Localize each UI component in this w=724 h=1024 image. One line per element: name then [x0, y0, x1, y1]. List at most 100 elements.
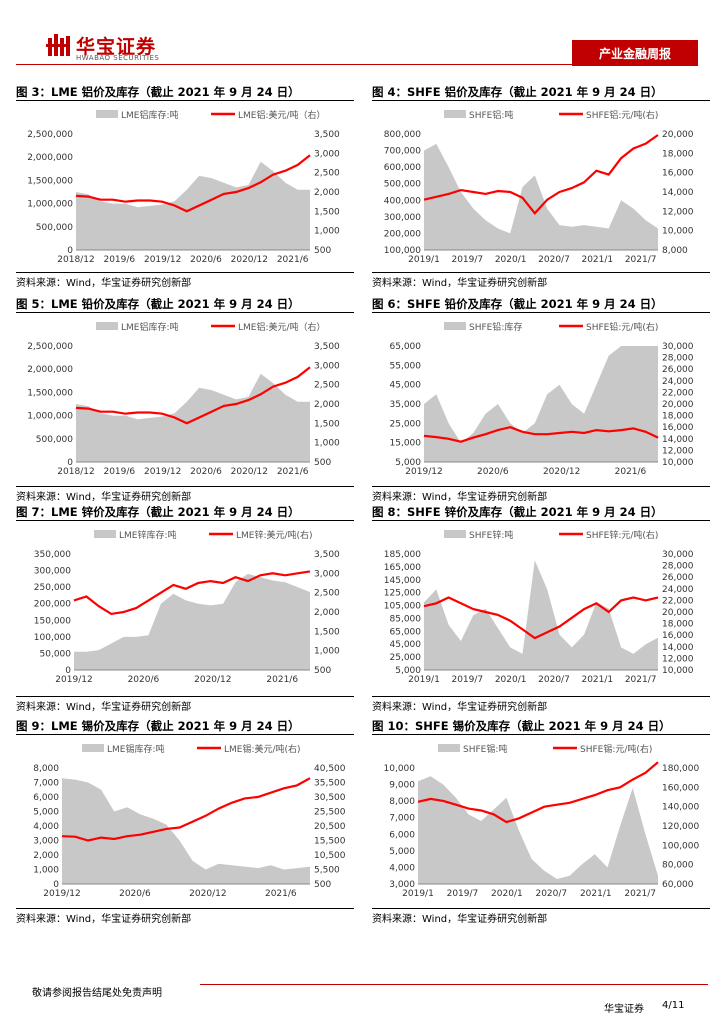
right-axis-tick-label: 14,000: [662, 643, 694, 653]
left-axis-tick-label: 150,000: [34, 616, 71, 626]
x-axis-tick-label: 2021/6: [277, 467, 309, 477]
left-axis-tick-label: 15,000: [390, 439, 422, 449]
right-axis-tick-label: 16,000: [662, 631, 694, 641]
inventory-area-series: [62, 778, 310, 884]
brand-name-en: HWABAO SECURITIES: [76, 54, 160, 62]
right-axis-tick-label: 26,000: [662, 573, 694, 583]
figure-rule: [16, 908, 354, 909]
x-axis-tick-label: 2019/12: [144, 467, 181, 477]
x-axis-tick-label: 2019/12: [43, 889, 80, 899]
left-axis-tick-label: 2,500,000: [27, 342, 73, 352]
right-axis-tick-label: 3,500: [314, 550, 340, 560]
price-line-series: [75, 154, 311, 213]
left-axis-tick-label: 105,000: [384, 602, 421, 612]
x-axis-tick-label: 2019/7: [451, 255, 483, 265]
footer-disclaimer: 敬请参阅报告结尾处免责声明: [32, 988, 162, 999]
right-axis-tick-label: 30,500: [314, 793, 346, 803]
right-axis-tick-label: 3,500: [314, 130, 340, 140]
x-axis-tick-label: 2019/7: [447, 889, 479, 899]
x-axis-tick-label: 2021/1: [581, 675, 613, 685]
left-axis-tick-label: 65,000: [390, 627, 422, 637]
x-axis-tick-label: 2020/12: [194, 675, 231, 685]
left-axis-tick-label: 65,000: [390, 342, 422, 352]
left-axis-tick-label: 4,000: [389, 863, 415, 873]
x-axis-tick-label: 2020/12: [231, 467, 268, 477]
left-axis-tick-label: 165,000: [384, 563, 421, 573]
right-axis-tick-label: 22,000: [662, 596, 694, 606]
right-axis-tick-label: 15,500: [314, 837, 346, 847]
x-axis-tick-label: 2019/7: [451, 675, 483, 685]
x-axis-tick-label: 2019/6: [103, 255, 135, 265]
right-axis-tick-label: 30,000: [662, 550, 694, 560]
figure-rule: [372, 520, 710, 521]
price-line-series: [73, 570, 311, 616]
right-axis-tick-label: 8,000: [662, 246, 688, 256]
x-axis-tick-label: 2021/7: [625, 255, 657, 265]
x-axis-tick-label: 2020/12: [231, 255, 268, 265]
figure-rule: [16, 520, 354, 521]
left-axis-tick-label: 500,000: [36, 435, 73, 445]
right-axis-tick-label: 120,000: [662, 822, 699, 832]
left-axis-tick-label: 55,000: [390, 361, 422, 371]
left-axis-tick-label: 3,000: [33, 837, 59, 847]
right-axis-tick-label: 18,000: [662, 149, 694, 159]
figure-title: 图 10：SHFE 锡价及库存（截止 2021 年 9 月 24 日）: [372, 719, 671, 733]
right-axis-tick-label: 30,000: [662, 342, 694, 352]
right-axis-tick-label: 22,000: [662, 388, 694, 398]
source-note: 资料来源：Wind，华宝证券研究创新部: [372, 702, 548, 713]
left-axis-tick-label: 85,000: [390, 614, 422, 624]
source-note: 资料来源：Wind，华宝证券研究创新部: [16, 278, 192, 289]
left-axis-tick-label: 2,000: [33, 851, 59, 861]
left-axis-tick-label: 2,000,000: [27, 365, 73, 375]
figure-rule: [372, 486, 710, 487]
left-axis-tick-label: 500,000: [384, 180, 421, 190]
right-axis-tick-label: 20,000: [662, 400, 694, 410]
right-axis-tick-label: 3,000: [314, 149, 340, 159]
figure-rule: [16, 486, 354, 487]
source-note: 资料来源：Wind，华宝证券研究创新部: [16, 702, 192, 713]
inventory-area-series: [418, 776, 658, 884]
figure-rule: [16, 272, 354, 273]
right-axis-tick-label: 10,000: [662, 227, 694, 237]
right-axis-tick-label: 20,500: [314, 822, 346, 832]
left-axis-tick-label: 7,000: [33, 779, 59, 789]
x-axis-tick-label: 2019/12: [405, 467, 442, 477]
legend-line-label: LME铝:美元/吨（右）: [238, 109, 326, 121]
inventory-area-series: [76, 373, 310, 462]
x-axis-tick-label: 2018/12: [57, 467, 94, 477]
price-line-series: [423, 134, 659, 215]
hwabao-logo-icon: [46, 34, 70, 56]
left-axis-tick-label: 185,000: [384, 550, 421, 560]
right-axis-tick-label: 500: [314, 880, 331, 890]
left-axis-tick-label: 1,000,000: [27, 412, 73, 422]
left-axis-tick-label: 3,000: [389, 880, 415, 890]
right-axis-tick-label: 28,000: [662, 354, 694, 364]
x-axis-tick-label: 2020/1: [495, 255, 527, 265]
legend-line-label: SHFE锡:元/吨(右): [580, 743, 652, 755]
right-axis-tick-label: 1,500: [314, 419, 340, 429]
source-note: 资料来源：Wind，华宝证券研究创新部: [372, 914, 548, 925]
right-axis-tick-label: 140,000: [662, 803, 699, 813]
right-axis-tick-label: 2,500: [314, 381, 340, 391]
footer-divider: [200, 984, 708, 985]
right-axis-tick-label: 14,000: [662, 435, 694, 445]
chart-lme-lead: 0 500,000 1,000,000 1,500,000 2,000,000 2,500…: [27, 321, 340, 477]
x-axis-tick-label: 2018/12: [57, 255, 94, 265]
figure-rule: [16, 696, 354, 697]
legend-line-label: LME锌:美元/吨(右): [236, 529, 313, 541]
inventory-area-series: [74, 573, 310, 670]
x-axis-tick-label: 2021/6: [615, 467, 647, 477]
legend-area-swatch: [444, 530, 466, 538]
right-axis-tick-label: 500: [314, 246, 331, 256]
figure-rule: [372, 734, 710, 735]
x-axis-tick-label: 2020/7: [538, 255, 570, 265]
report-type-tag: 产业金融周报: [572, 40, 698, 66]
price-line-series: [417, 761, 659, 824]
right-axis-tick-label: 24,000: [662, 585, 694, 595]
chart-lme-aluminum: 0 500,000 1,000,000 1,500,000 2,000,000 2,500…: [27, 109, 340, 265]
right-axis-tick-label: 20,000: [662, 130, 694, 140]
left-axis-tick-label: 5,000: [395, 666, 421, 676]
x-axis-tick-label: 2021/7: [625, 675, 657, 685]
left-axis-tick-label: 100,000: [384, 246, 421, 256]
legend-area-label: LME铝库存:吨: [121, 321, 179, 333]
